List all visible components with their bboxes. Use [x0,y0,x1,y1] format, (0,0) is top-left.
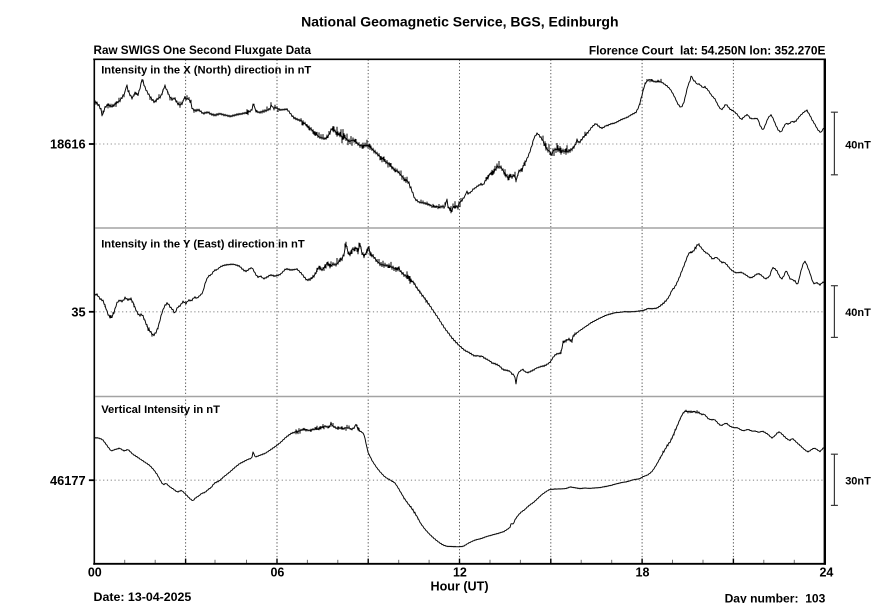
svg-text:Intensity in the X (North) dir: Intensity in the X (North) direction in … [101,64,311,76]
svg-text:18: 18 [636,566,650,580]
svg-text:46177: 46177 [50,473,86,488]
svg-text:06: 06 [270,566,284,580]
svg-text:Raw SWIGS One Second Fluxgate: Raw SWIGS One Second Fluxgate Data [94,44,312,57]
svg-text:40nT: 40nT [845,139,871,151]
svg-text:Date: 13-04-2025: Date: 13-04-2025 [94,590,192,603]
svg-text:Florence Court lat: 54.250N l: Florence Court lat: 54.250N lon: 352.270… [589,44,826,58]
svg-text:National Geomagnetic Service,: National Geomagnetic Service, BGS, Edinb… [301,13,618,29]
svg-text:00: 00 [88,566,102,580]
svg-text:35: 35 [71,304,85,319]
svg-text:18616: 18616 [50,137,86,152]
svg-text:Intensity in the Y (East) dire: Intensity in the Y (East) direction in n… [101,238,305,250]
svg-text:Vertical Intensity in nT: Vertical Intensity in nT [101,404,220,416]
svg-text:Hour (UT): Hour (UT) [430,580,488,594]
svg-text:40nT: 40nT [845,307,871,319]
svg-text:Day number: 103: Day number: 103 [725,592,826,603]
svg-text:12: 12 [453,566,467,580]
svg-text:30nT: 30nT [845,476,871,488]
svg-text:24: 24 [819,566,833,580]
